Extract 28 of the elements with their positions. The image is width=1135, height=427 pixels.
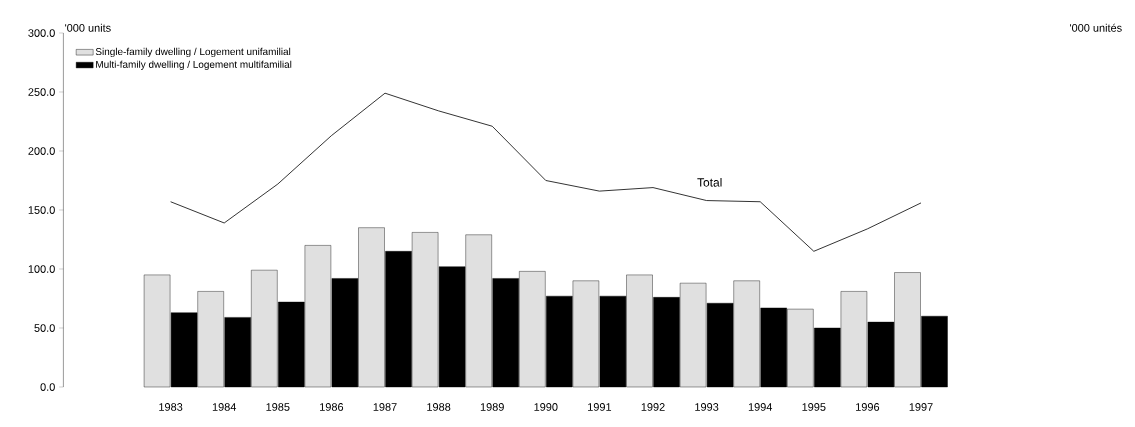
x-tick-label: 1992 [641,403,665,411]
legend-label: Single-family dwelling / Logement unifamilial [95,47,291,58]
annotation: Total [697,177,722,187]
x-tick-label: 1993 [695,403,719,411]
x-tick-label: 1990 [534,403,558,411]
line-series [170,92,922,252]
x-tick-label: 1984 [212,403,237,411]
x-tick-label: 1986 [320,403,344,411]
x-tick-label: 1991 [588,403,612,411]
y-axis-title: '000 units [65,23,111,32]
y-tick-label: 300.0 [28,29,55,37]
y-tick-label: 250.0 [28,88,55,96]
y-tick-label: 100.0 [28,265,55,273]
legend-label: Multi-family dwelling / Logement multifamilial [96,60,292,70]
y-tick-label: 150.0 [28,206,55,214]
x-tick-label: 1987 [373,403,397,411]
x-tick-label: 1996 [856,403,880,411]
x-tick-label: 1983 [159,403,183,411]
y-tick-label: 50.0 [34,324,55,332]
x-tick-label: 1985 [266,403,290,411]
x-tick-label: 1988 [427,403,451,411]
y-tick-label: 200.0 [28,147,55,155]
x-tick-label: 1989 [480,403,504,411]
x-tick-label: 1994 [748,403,773,411]
text: '000 unités [1070,23,1122,32]
x-tick-label: 1997 [909,403,933,411]
x-tick-label: 1995 [802,403,826,411]
y-tick-label: 0.0 [40,383,55,391]
